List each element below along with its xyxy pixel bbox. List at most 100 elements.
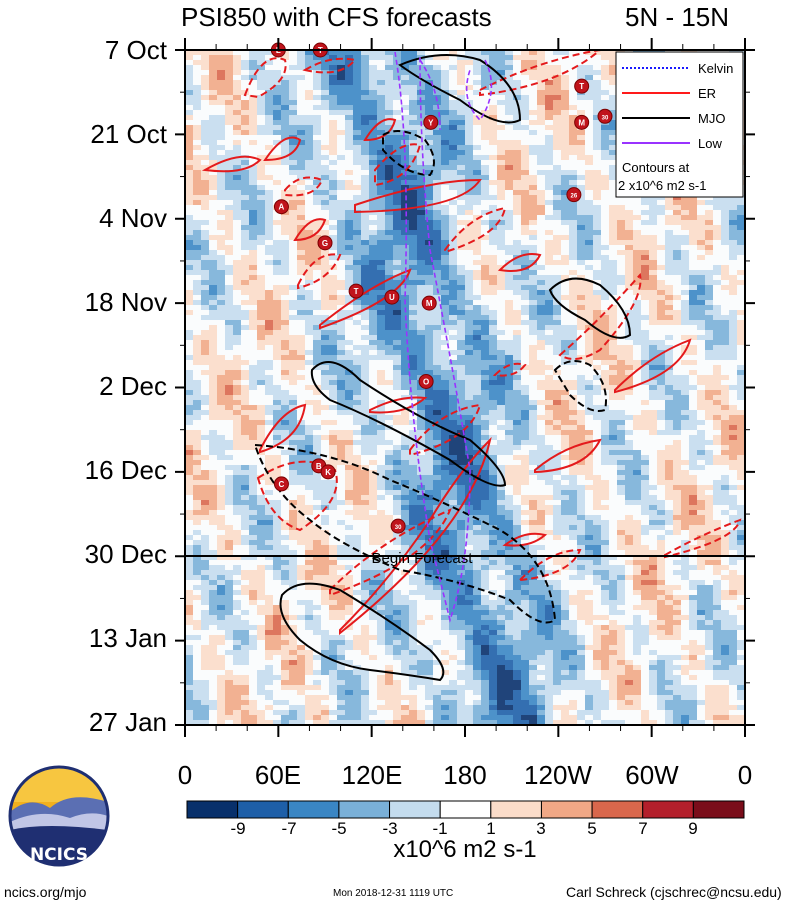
field-cell bbox=[185, 180, 193, 185]
field-cell bbox=[369, 335, 377, 340]
field-cell bbox=[353, 225, 361, 230]
field-cell bbox=[569, 505, 577, 510]
field-cell bbox=[521, 455, 529, 460]
field-cell bbox=[217, 75, 225, 80]
field-cell bbox=[489, 125, 497, 130]
field-cell bbox=[537, 445, 545, 450]
field-cell bbox=[553, 130, 561, 135]
field-cell bbox=[537, 510, 545, 515]
field-cell bbox=[241, 200, 249, 205]
field-cell bbox=[345, 230, 353, 235]
field-cell bbox=[329, 340, 337, 345]
field-cell bbox=[457, 145, 465, 150]
field-cell bbox=[489, 120, 497, 125]
field-cell bbox=[465, 220, 473, 225]
field-cell bbox=[737, 335, 745, 340]
field-cell bbox=[585, 395, 593, 400]
field-cell bbox=[641, 260, 649, 265]
field-cell bbox=[449, 280, 457, 285]
field-cell bbox=[409, 480, 417, 485]
field-cell bbox=[577, 460, 585, 465]
field-cell bbox=[489, 345, 497, 350]
field-cell bbox=[473, 425, 481, 430]
field-cell bbox=[545, 115, 553, 120]
field-cell bbox=[481, 505, 489, 510]
field-cell bbox=[505, 390, 513, 395]
field-cell bbox=[281, 430, 289, 435]
field-cell bbox=[329, 325, 337, 330]
field-cell bbox=[409, 280, 417, 285]
field-cell bbox=[185, 130, 193, 135]
field-cell bbox=[241, 505, 249, 510]
field-cell bbox=[497, 495, 505, 500]
field-cell bbox=[545, 510, 553, 515]
field-cell bbox=[201, 195, 209, 200]
field-cell bbox=[545, 110, 553, 115]
field-cell bbox=[481, 320, 489, 325]
field-cell bbox=[225, 285, 233, 290]
field-cell bbox=[265, 480, 273, 485]
field-cell bbox=[689, 275, 697, 280]
field-cell bbox=[297, 215, 305, 220]
field-cell bbox=[537, 450, 545, 455]
field-cell bbox=[705, 280, 713, 285]
field-cell bbox=[393, 420, 401, 425]
field-cell bbox=[441, 385, 449, 390]
field-cell bbox=[609, 150, 617, 155]
field-cell bbox=[505, 270, 513, 275]
field-cell bbox=[465, 485, 473, 490]
field-cell bbox=[513, 365, 521, 370]
field-cell bbox=[521, 255, 529, 260]
field-cell bbox=[385, 320, 393, 325]
field-cell bbox=[425, 90, 433, 95]
field-cell bbox=[193, 290, 201, 295]
field-cell bbox=[305, 445, 313, 450]
field-cell bbox=[697, 310, 705, 315]
field-cell bbox=[441, 220, 449, 225]
field-cell bbox=[361, 50, 369, 55]
field-cell bbox=[585, 385, 593, 390]
field-cell bbox=[249, 285, 257, 290]
field-cell bbox=[625, 460, 633, 465]
field-cell bbox=[609, 210, 617, 215]
field-cell bbox=[297, 170, 305, 175]
field-cell bbox=[489, 335, 497, 340]
field-cell bbox=[473, 330, 481, 335]
field-cell bbox=[313, 325, 321, 330]
field-cell bbox=[193, 510, 201, 515]
field-cell bbox=[225, 315, 233, 320]
field-cell bbox=[409, 420, 417, 425]
field-cell bbox=[257, 300, 265, 305]
field-cell bbox=[289, 395, 297, 400]
field-cell bbox=[441, 235, 449, 240]
field-cell bbox=[321, 270, 329, 275]
field-cell bbox=[233, 280, 241, 285]
field-cell bbox=[433, 235, 441, 240]
field-cell bbox=[465, 120, 473, 125]
field-cell bbox=[537, 305, 545, 310]
field-cell bbox=[505, 480, 513, 485]
field-cell bbox=[449, 400, 457, 405]
field-cell bbox=[473, 505, 481, 510]
field-cell bbox=[233, 185, 241, 190]
field-cell bbox=[257, 60, 265, 65]
field-cell bbox=[289, 510, 297, 515]
field-cell bbox=[377, 110, 385, 115]
field-cell bbox=[617, 415, 625, 420]
field-cell bbox=[697, 395, 705, 400]
field-cell bbox=[457, 275, 465, 280]
field-cell bbox=[657, 500, 665, 505]
field-cell bbox=[345, 470, 353, 475]
field-cell bbox=[449, 215, 457, 220]
field-cell bbox=[361, 415, 369, 420]
field-cell bbox=[409, 465, 417, 470]
field-cell bbox=[297, 470, 305, 475]
field-cell bbox=[737, 460, 745, 465]
field-cell bbox=[209, 165, 217, 170]
field-cell bbox=[217, 270, 225, 275]
field-cell bbox=[321, 490, 329, 495]
field-cell bbox=[225, 310, 233, 315]
field-cell bbox=[641, 345, 649, 350]
field-cell bbox=[257, 370, 265, 375]
field-cell bbox=[201, 410, 209, 415]
